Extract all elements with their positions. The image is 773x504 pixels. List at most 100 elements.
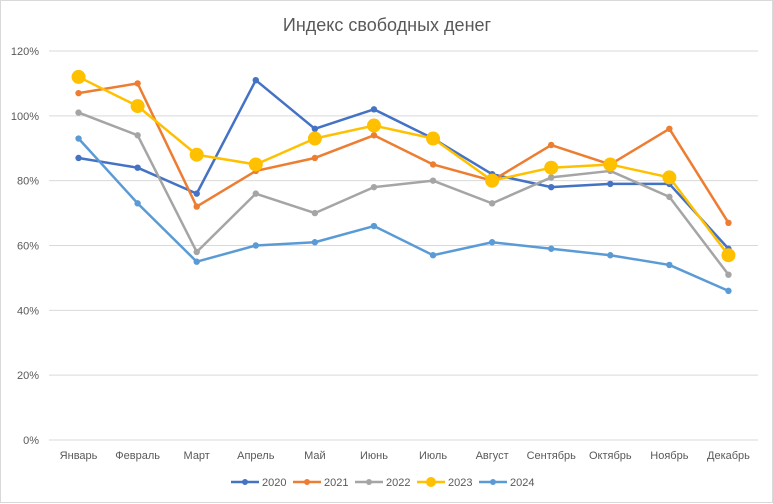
data-point	[725, 271, 732, 278]
series-line	[77, 75, 730, 256]
legend-item-2021: 2021	[293, 477, 348, 489]
x-tick-label: Август	[476, 450, 509, 462]
series-line	[77, 137, 729, 293]
legend-label: 2022	[386, 477, 410, 489]
y-tick-label: 100%	[11, 111, 39, 123]
x-tick-label: Декабрь	[707, 450, 750, 462]
data-point	[75, 109, 82, 116]
data-point	[71, 69, 86, 84]
x-tick-label: Сентябрь	[527, 450, 577, 462]
x-tick-label: Апрель	[237, 450, 275, 462]
data-point	[370, 132, 378, 139]
data-point	[134, 164, 141, 171]
data-point	[544, 160, 559, 175]
data-point	[725, 287, 732, 295]
series-2024	[75, 135, 732, 295]
data-point	[548, 245, 555, 252]
data-point	[193, 190, 200, 197]
data-point	[607, 252, 614, 259]
y-tick-label: 120%	[11, 46, 39, 58]
data-point	[248, 157, 263, 172]
data-point	[311, 209, 319, 217]
data-point	[370, 106, 378, 113]
legend-swatch-marker	[366, 479, 372, 485]
x-tick-label: Октябрь	[589, 450, 632, 462]
data-point	[134, 132, 141, 139]
y-tick-label: 40%	[17, 305, 39, 317]
legend-swatch-marker	[426, 477, 436, 487]
x-tick-label: Январь	[60, 450, 98, 462]
data-point	[193, 258, 200, 265]
series-2022	[75, 109, 732, 278]
data-point	[603, 157, 618, 172]
series-2023	[71, 69, 736, 263]
data-point	[666, 193, 673, 201]
legend-label: 2021	[324, 477, 348, 489]
legend-item-2022: 2022	[355, 477, 410, 489]
data-point	[429, 252, 437, 259]
data-point	[429, 177, 437, 184]
data-point	[189, 147, 204, 162]
data-point	[75, 89, 82, 97]
legend-swatch-marker	[304, 479, 310, 485]
data-point	[488, 200, 496, 207]
gridlines	[49, 50, 758, 441]
legend-item-2024: 2024	[479, 477, 534, 489]
data-point	[252, 242, 259, 249]
y-tick-label: 80%	[17, 176, 39, 188]
data-point	[75, 154, 82, 162]
data-point	[193, 203, 200, 210]
x-tick-label: Июль	[419, 450, 447, 462]
data-point	[666, 261, 673, 269]
data-point	[662, 170, 677, 185]
data-point	[193, 248, 200, 256]
data-point	[666, 125, 673, 132]
legend-swatch-marker	[490, 479, 496, 485]
data-point	[548, 183, 555, 191]
y-tick-label: 0%	[23, 435, 39, 447]
data-point	[311, 154, 319, 162]
data-point	[134, 200, 141, 207]
chart-title: Индекс свободных денег	[283, 15, 492, 35]
y-tick-label: 60%	[17, 241, 39, 253]
series-line	[78, 111, 730, 276]
y-tick-label: 20%	[17, 370, 39, 382]
data-point	[311, 125, 319, 132]
series-lines	[71, 69, 736, 295]
data-point	[485, 173, 500, 188]
legend-item-2020: 2020	[231, 477, 286, 489]
legend: 2020 2021 2022 2023 2024	[231, 477, 534, 489]
data-point	[366, 118, 381, 133]
x-tick-label: Июнь	[360, 450, 388, 462]
data-point	[607, 180, 614, 188]
data-point	[370, 222, 378, 230]
data-point	[252, 190, 259, 197]
x-axis-ticks: Январь Февраль Март Апрель Май Июнь Июль Август…	[60, 450, 750, 462]
legend-item-2023: 2023	[417, 477, 472, 489]
legend-label: 2023	[448, 477, 472, 489]
data-point	[370, 183, 378, 191]
series-line	[78, 82, 730, 224]
data-point	[311, 239, 319, 246]
x-tick-label: Март	[184, 450, 210, 462]
data-point	[725, 219, 732, 227]
x-tick-label: Ноябрь	[650, 450, 688, 462]
series-2020	[75, 76, 732, 252]
data-point	[75, 135, 82, 142]
data-point	[426, 131, 441, 146]
x-tick-label: Май	[304, 450, 326, 462]
legend-swatch-marker	[242, 479, 248, 485]
x-tick-label: Февраль	[115, 450, 160, 462]
data-point	[721, 248, 736, 263]
legend-label: 2020	[262, 477, 286, 489]
data-point	[488, 239, 496, 246]
data-point	[307, 131, 322, 146]
data-point	[548, 141, 555, 149]
y-axis-ticks: 0% 20% 40% 60% 80% 100% 120%	[11, 46, 39, 447]
data-point	[130, 99, 145, 114]
series-line	[78, 78, 730, 250]
data-point	[429, 161, 437, 168]
data-point	[134, 80, 141, 87]
legend-label: 2024	[510, 477, 534, 489]
